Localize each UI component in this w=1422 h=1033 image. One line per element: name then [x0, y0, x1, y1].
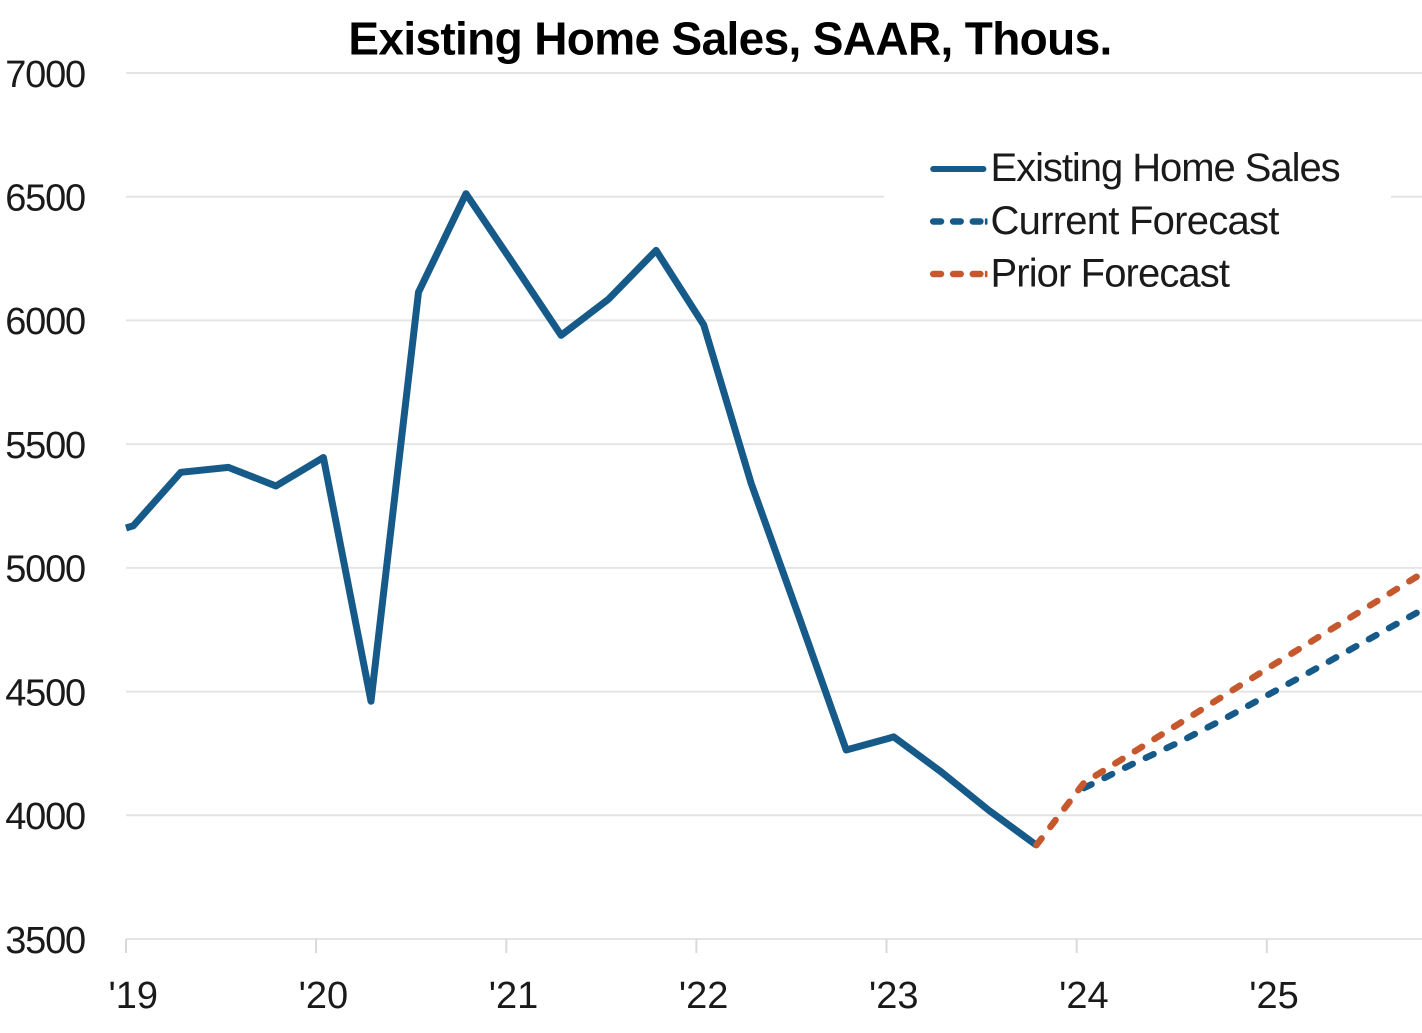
- svg-text:3500: 3500: [5, 920, 85, 962]
- svg-text:'24: '24: [1059, 975, 1109, 1017]
- svg-text:'22: '22: [679, 975, 729, 1017]
- svg-text:4000: 4000: [5, 796, 85, 838]
- svg-text:'21: '21: [489, 975, 539, 1017]
- svg-text:6500: 6500: [5, 178, 85, 220]
- svg-text:5000: 5000: [5, 549, 85, 591]
- svg-text:Existing Home Sales, SAAR, Tho: Existing Home Sales, SAAR, Thous.: [348, 13, 1111, 65]
- svg-text:'20: '20: [299, 975, 349, 1017]
- svg-text:6000: 6000: [5, 301, 85, 343]
- svg-text:Prior Forecast: Prior Forecast: [991, 252, 1230, 296]
- svg-text:'19: '19: [109, 975, 159, 1017]
- svg-text:Existing Home Sales: Existing Home Sales: [991, 146, 1340, 190]
- svg-text:'23: '23: [869, 975, 919, 1017]
- svg-text:4500: 4500: [5, 672, 85, 714]
- svg-text:5500: 5500: [5, 425, 85, 467]
- svg-text:'25: '25: [1249, 975, 1299, 1017]
- svg-text:7000: 7000: [5, 54, 85, 96]
- svg-text:Current Forecast: Current Forecast: [991, 199, 1280, 243]
